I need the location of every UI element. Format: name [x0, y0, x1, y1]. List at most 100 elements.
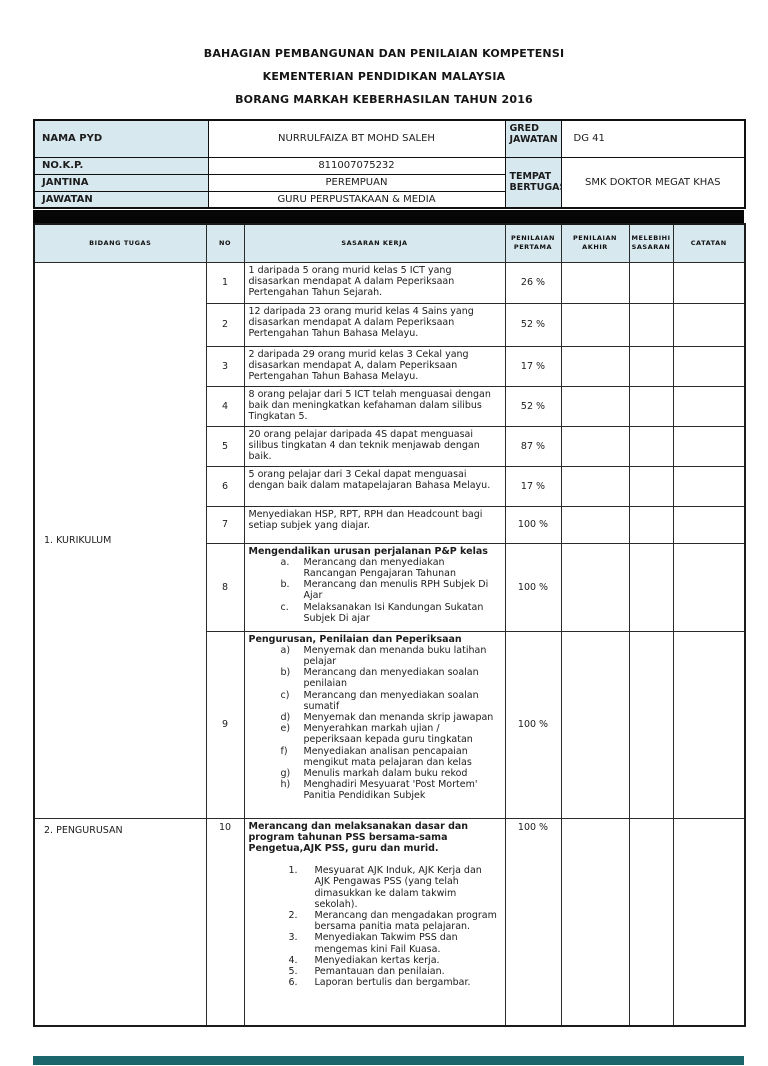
- table-row: 4 8 orang pelajar dari 5 ICT telah mengu…: [34, 385, 746, 427]
- list-item: 1. Mesyuarat AJK Induk, AJK Kerja dan AJK…: [249, 865, 502, 910]
- sasaran-kerja-table: BIDANG TUGAS NO SASARAN KERJA PENILAIAN …: [33, 223, 746, 1027]
- list-text: Merancang dan menulis RPH Subjek Di Ajar: [303, 579, 489, 602]
- penilaian-akhir-cell: [560, 465, 630, 507]
- list-marker: 1.: [288, 865, 298, 877]
- list-text: Merancang dan menyediakan soalan sumatif: [303, 689, 479, 712]
- header-penilaian-pertama: PENILAIAN PERTAMA: [504, 223, 562, 263]
- penilaian-pertama-value: 26 %: [504, 261, 562, 304]
- list-marker: 3.: [288, 932, 298, 944]
- list-marker: 6.: [288, 977, 298, 989]
- melebihi-sasaran-cell: [628, 505, 674, 544]
- header-sasaran-kerja: SASARAN KERJA: [243, 223, 506, 263]
- list-text: Melaksanakan Isi Kandungan Sukatan Subje…: [303, 601, 484, 624]
- penilaian-pertama-value: 52 %: [504, 385, 562, 427]
- tempat-bertugas-value: SMK DOKTOR MEGAT KHAS: [560, 156, 746, 209]
- jawatan-label: JAWATAN: [33, 190, 209, 209]
- row-no: 3: [205, 345, 245, 387]
- section-pengurusan: 2. PENGURUSAN: [33, 817, 207, 1027]
- header-catatan: CATATAN: [672, 223, 746, 263]
- penilaian-akhir-cell: [560, 817, 630, 1027]
- melebihi-sasaran-cell: [628, 630, 674, 819]
- list-text: Menyediakan kertas kerja.: [314, 954, 440, 966]
- list-text: Merancang dan menyediakan soalan penilai…: [303, 667, 479, 690]
- penilaian-akhir-cell: [560, 505, 630, 544]
- list-item: c) Merancang dan menyediakan soalan sumat…: [249, 690, 502, 712]
- list-item: 4. Menyediakan kertas kerja.: [249, 955, 502, 966]
- ministry-title: KEMENTERIAN PENDIDIKAN MALAYSIA: [262, 70, 506, 83]
- list-item: d) Menyemak dan menanda skrip jawapan: [249, 712, 502, 723]
- list-marker: g): [280, 767, 291, 779]
- list-text: Laporan bertulis dan bergambar.: [314, 977, 471, 989]
- sasaran-heading: Mengendalikan urusan perjalanan P&P kela…: [248, 545, 488, 557]
- nama-pyd-label: NAMA PYD: [33, 119, 209, 158]
- list-text: Menyerahkan markah ujian / peperiksaan k…: [303, 723, 473, 746]
- melebihi-sasaran-cell: [628, 465, 674, 507]
- header-bidang-tugas: BIDANG TUGAS: [33, 223, 207, 263]
- row-no: 5: [205, 425, 245, 467]
- list-text: Pemantauan dan penilaian.: [314, 965, 445, 977]
- penilaian-akhir-cell: [560, 542, 630, 632]
- employee-info-table: NAMA PYD NURRULFAIZA BT MOHD SALEH GRED …: [33, 119, 746, 209]
- list-marker: a): [280, 644, 291, 656]
- penilaian-pertama-value: 17 %: [504, 465, 562, 507]
- penilaian-akhir-cell: [560, 425, 630, 467]
- sasaran-text: 20 orang pelajar daripada 4S dapat mengu…: [243, 425, 506, 467]
- header-melebihi-sasaran: MELEBIHI SASARAN: [628, 223, 674, 263]
- sasaran-text: 2 daripada 29 orang murid kelas 3 Cekal …: [243, 345, 506, 387]
- row-no: 2: [205, 302, 245, 347]
- sasaran-text: 12 daripada 23 orang murid kelas 4 Sains…: [243, 302, 506, 347]
- table-row: 6 5 orang pelajar dari 3 Cekal dapat men…: [34, 465, 746, 507]
- penilaian-akhir-cell: [560, 345, 630, 387]
- catatan-cell: [672, 465, 746, 507]
- list-item: g) Menulis markah dalam buku rekod: [249, 768, 502, 779]
- list-text: Menghadiri Mesyuarat 'Post Mortem' Panit…: [303, 779, 478, 802]
- sasaran-text: 1 daripada 5 orang murid kelas 5 ICT yan…: [243, 261, 506, 304]
- list-item: h) Menghadiri Mesyuarat 'Post Mortem' Pan…: [249, 779, 502, 801]
- row-no: 4: [205, 385, 245, 427]
- melebihi-sasaran-cell: [628, 542, 674, 632]
- table-row: 5 20 orang pelajar daripada 4S dapat men…: [34, 425, 746, 467]
- no-kp-label: NO.K.P.: [33, 156, 209, 175]
- list-marker: b.: [280, 579, 290, 591]
- gred-jawatan-label: GRED JAWATAN: [504, 119, 562, 158]
- list-item: b. Merancang dan menulis RPH Subjek Di Aj…: [249, 579, 502, 601]
- tempat-bertugas-label: TEMPAT BERTUGAS: [504, 156, 562, 209]
- penilaian-akhir-cell: [560, 261, 630, 304]
- list-marker: d): [280, 711, 291, 723]
- list-item: 5. Pemantauan dan penilaian.: [249, 966, 502, 977]
- no-kp-value: 811007075232: [207, 156, 506, 175]
- penilaian-pertama-value: 17 %: [504, 345, 562, 387]
- catatan-cell: [672, 385, 746, 427]
- list-item: 2. Merancang dan mengadakan program bersa…: [249, 910, 502, 932]
- list-marker: h): [280, 779, 291, 791]
- sasaran-text: Pengurusan, Penilaian dan Peperiksaan a)…: [243, 630, 506, 819]
- list-marker: b): [280, 667, 291, 679]
- table-row: 9 Pengurusan, Penilaian dan Peperiksaan …: [34, 630, 746, 819]
- list-marker: 4.: [288, 954, 298, 966]
- catatan-cell: [672, 542, 746, 632]
- list-marker: c): [280, 689, 290, 701]
- catatan-cell: [672, 345, 746, 387]
- row-no: 9: [205, 630, 245, 819]
- nama-pyd-value: NURRULFAIZA BT MOHD SALEH: [207, 119, 506, 158]
- header-penilaian-akhir: PENILAIAN AKHIR: [560, 223, 630, 263]
- row-no: 10: [205, 817, 245, 1027]
- list-marker: 5.: [288, 965, 298, 977]
- list-item: b) Merancang dan menyediakan soalan penil…: [249, 667, 502, 689]
- penilaian-akhir-cell: [560, 385, 630, 427]
- form-title: BORANG MARKAH KEBERHASILAN TAHUN 2016: [235, 93, 533, 106]
- section-kurikulum: 1. KURIKULUM: [33, 261, 207, 819]
- penilaian-pertama-value: 100 %: [504, 542, 562, 632]
- jantina-value: PEREMPUAN: [207, 173, 506, 192]
- table-row: 2 12 daripada 23 orang murid kelas 4 Sai…: [34, 302, 746, 347]
- penilaian-pertama-value: 100 %: [504, 817, 562, 1027]
- table-header-row: BIDANG TUGAS NO SASARAN KERJA PENILAIAN …: [33, 223, 746, 263]
- list-item: a) Menyemak dan menanda buku latihan pela…: [249, 645, 502, 667]
- table-row: 3 2 daripada 29 orang murid kelas 3 Ceka…: [34, 345, 746, 387]
- row-no: 8: [205, 542, 245, 632]
- next-page-edge: [33, 1056, 744, 1065]
- list-item: f) Menyediakan analisan pencapaian mengik…: [249, 746, 502, 768]
- list-item: e) Menyerahkan markah ujian / peperiksaan…: [249, 723, 502, 745]
- row-no: 6: [205, 465, 245, 507]
- penilaian-pertama-value: 87 %: [504, 425, 562, 467]
